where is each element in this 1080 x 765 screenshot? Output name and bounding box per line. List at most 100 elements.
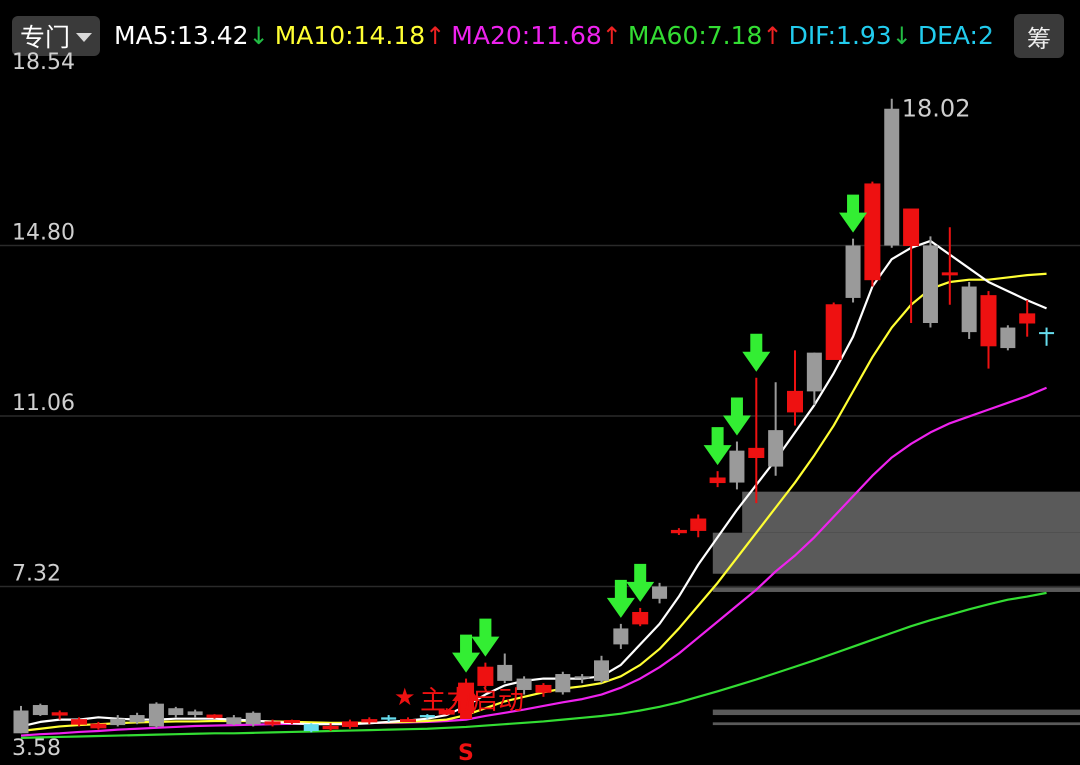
candle-body xyxy=(419,715,435,718)
candle-body xyxy=(670,529,687,534)
candle-body xyxy=(13,710,29,734)
candle-body xyxy=(341,721,358,727)
legend-ma20-text: MA20:11.68 xyxy=(451,21,602,50)
candle xyxy=(845,238,861,303)
candle xyxy=(187,709,203,718)
candle xyxy=(283,719,300,725)
candle-body xyxy=(729,450,745,483)
volume-profile-bar xyxy=(742,491,1080,533)
candle xyxy=(884,98,900,248)
candle xyxy=(748,377,765,504)
candle xyxy=(941,227,958,305)
candle xyxy=(400,717,416,723)
legend-dif-text: DIF:1.93 xyxy=(788,21,892,50)
candle xyxy=(168,706,184,718)
legend-ma20: MA20:11.68↑ xyxy=(451,18,622,54)
candle-body xyxy=(438,710,455,715)
candle-body xyxy=(594,660,609,681)
period-dropdown-label: 专门 xyxy=(20,23,71,52)
moving-average-legend: MA5:13.42↓ MA10:14.18↑ MA20:11.68↑ MA60:7.1… xyxy=(114,18,1024,54)
arrow-up-icon: ↑ xyxy=(601,22,622,50)
volume-profile xyxy=(712,491,1080,726)
candle xyxy=(768,382,784,476)
grid-lines xyxy=(0,244,1080,588)
chip-distribution-button[interactable]: 筹 xyxy=(1014,14,1064,58)
candle-body xyxy=(845,245,861,298)
candle xyxy=(690,514,707,538)
candle-body xyxy=(825,304,842,360)
candle-body xyxy=(941,272,958,276)
down-arrow-icon xyxy=(452,634,481,673)
candle xyxy=(148,702,164,728)
legend-dea: DEA:2 xyxy=(918,18,994,54)
candle-body xyxy=(516,678,532,690)
candle xyxy=(787,350,803,426)
sell-marker-label: S xyxy=(458,741,474,765)
legend-ma5: MA5:13.42↓ xyxy=(114,18,269,54)
candle xyxy=(574,674,590,684)
candle-body xyxy=(768,430,784,467)
candle-body xyxy=(574,676,590,679)
candle-body xyxy=(226,717,242,725)
y-tick-label: 11.06 xyxy=(12,391,75,416)
candle xyxy=(1019,300,1036,337)
candle-body xyxy=(497,664,513,681)
candle-body xyxy=(1019,313,1036,324)
candle xyxy=(110,715,126,727)
candle xyxy=(980,291,997,369)
candle-body xyxy=(187,711,203,716)
candle xyxy=(516,676,532,695)
ma10-line xyxy=(20,272,1047,733)
candle xyxy=(381,715,397,722)
candle-body xyxy=(864,183,881,281)
arrow-up-icon: ↑ xyxy=(762,22,783,50)
candle xyxy=(419,714,435,719)
period-dropdown[interactable]: 专门 xyxy=(12,16,100,56)
candle-body xyxy=(787,390,803,413)
candle-body xyxy=(400,719,416,723)
candle xyxy=(32,703,48,716)
candle xyxy=(864,181,881,287)
legend-ma60-text: MA60:7.18 xyxy=(627,21,763,50)
candle-body xyxy=(51,712,68,716)
candle-body xyxy=(148,703,164,727)
indicator-header: 专门 MA5:13.42↓ MA10:14.18↑ MA20:11.68↑ MA60:… xyxy=(0,0,1080,70)
candle xyxy=(709,471,726,488)
candles xyxy=(13,98,1055,734)
candle xyxy=(264,719,281,727)
candle-body xyxy=(361,719,378,723)
candle-body xyxy=(90,723,107,729)
candle xyxy=(90,721,107,730)
star-icon: ★ xyxy=(394,683,416,711)
candle xyxy=(594,655,609,684)
down-arrow-icon xyxy=(722,397,751,436)
candle xyxy=(1039,327,1055,346)
candle xyxy=(497,653,513,684)
arrow-up-icon: ↑ xyxy=(425,22,446,50)
down-arrow-icon xyxy=(742,333,771,372)
candle-body xyxy=(535,684,552,693)
candle xyxy=(922,236,938,328)
legend-dif: DIF:1.93↓ xyxy=(789,18,912,54)
legend-dea-text: DEA:2 xyxy=(917,21,994,50)
candle xyxy=(555,671,571,695)
y-tick-label: 18.54 xyxy=(12,50,75,75)
down-arrow-icon xyxy=(471,618,500,657)
candle xyxy=(670,528,687,535)
candle xyxy=(13,705,29,734)
legend-ma5-text: MA5:13.42 xyxy=(114,21,249,50)
legend-fade xyxy=(988,14,1018,58)
candle xyxy=(613,623,629,649)
down-arrow-icon xyxy=(703,427,732,466)
candle-body xyxy=(245,712,261,725)
candle xyxy=(303,723,319,733)
down-arrow-icon xyxy=(626,563,655,602)
candle-body xyxy=(555,674,571,693)
candle-body xyxy=(303,724,319,732)
up-arrow-icon xyxy=(452,683,481,720)
candle xyxy=(961,281,977,339)
candle xyxy=(652,582,668,604)
down-arrow-icon xyxy=(606,579,635,618)
candle-body xyxy=(381,717,397,720)
